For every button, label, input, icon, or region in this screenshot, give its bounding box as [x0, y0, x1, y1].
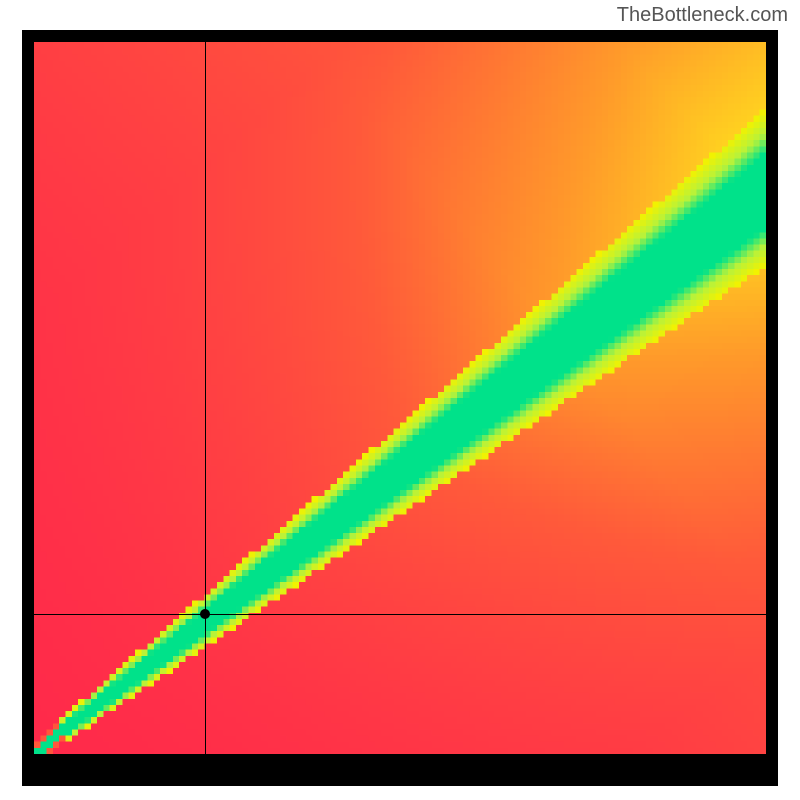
watermark-text: TheBottleneck.com: [617, 4, 788, 27]
crosshair-point: [200, 609, 210, 619]
heatmap-canvas: [34, 42, 766, 754]
crosshair-horizontal: [34, 614, 766, 615]
crosshair-vertical: [205, 42, 206, 754]
chart-container: TheBottleneck.com: [0, 0, 800, 800]
